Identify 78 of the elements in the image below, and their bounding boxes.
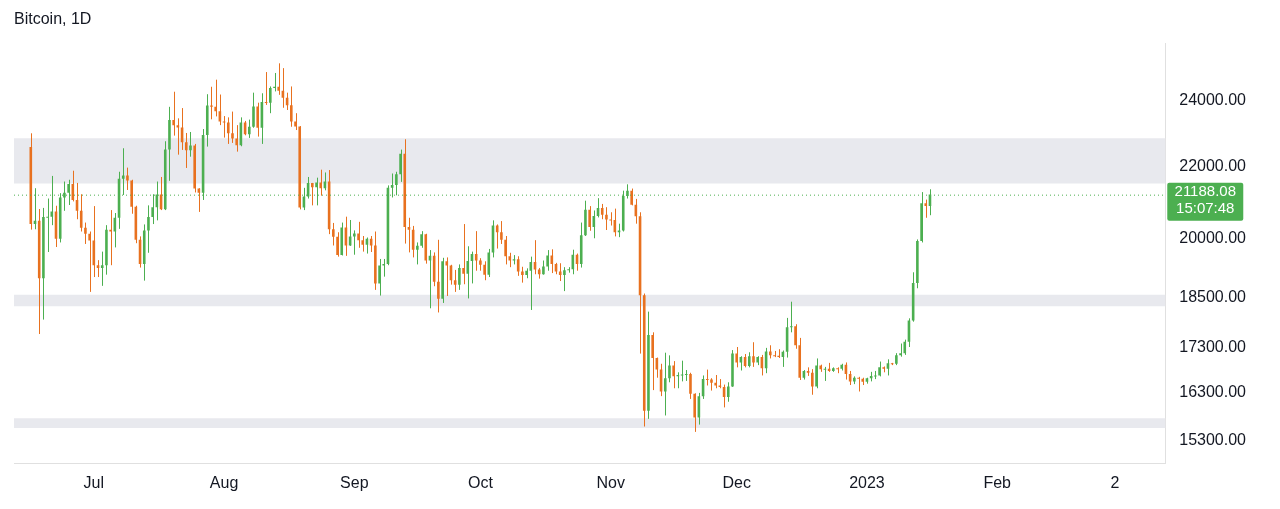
y-tick-label: 17300.00: [1179, 338, 1247, 356]
candlestick: [504, 235, 507, 265]
candlestick: [277, 62, 281, 96]
candlestick: [735, 346, 738, 368]
candlestick: [269, 85, 272, 114]
candlestick: [790, 301, 793, 333]
candlestick: [121, 147, 125, 196]
candlestick: [672, 360, 675, 389]
y-tick-label: 16300.00: [1179, 383, 1247, 401]
candlestick: [172, 91, 175, 137]
candlestick: [226, 116, 230, 145]
candlestick: [109, 209, 112, 266]
y-tick-label: 18500.00: [1179, 287, 1247, 305]
candlestick: [500, 220, 503, 245]
candlestick: [256, 102, 259, 138]
candlestick: [395, 171, 398, 196]
candlestick: [487, 248, 491, 278]
x-tick-label: Dec: [722, 473, 751, 491]
candlestick: [252, 92, 255, 129]
candlestick: [815, 357, 818, 389]
x-tick-label: Oct: [467, 473, 494, 491]
chart-title: Bitcoin, 1D: [14, 10, 92, 28]
candlestick: [416, 241, 419, 265]
candlestick: [147, 204, 150, 254]
candlestick: [437, 239, 440, 313]
candlestick: [235, 124, 238, 153]
candlestick: [458, 263, 461, 291]
candlestick: [84, 222, 87, 245]
candlestick: [453, 269, 457, 293]
candlestick: [79, 193, 83, 233]
candlestick: [466, 245, 470, 299]
candlestick: [378, 258, 381, 297]
x-tick-label: Nov: [596, 473, 625, 491]
candlestick: [563, 266, 566, 292]
candlestick: [353, 229, 356, 256]
candlestick: [290, 85, 293, 128]
candlestick: [663, 352, 667, 416]
candlestick: [588, 205, 591, 232]
candlestick: [651, 331, 654, 391]
x-tick-label: Feb: [983, 473, 1012, 491]
candlestick: [332, 222, 335, 246]
x-tick-label: Sep: [340, 473, 369, 491]
y-tick-label: 22000.00: [1179, 156, 1247, 174]
ref-line-label: 21188.08: [1174, 181, 1236, 199]
candlestick: [231, 111, 234, 144]
candlestick: [189, 131, 192, 158]
candlestick: [336, 231, 339, 258]
candlestick: [924, 199, 928, 219]
y-tick-label: 20000.00: [1179, 228, 1247, 246]
candlestick: [214, 79, 217, 117]
text: 15:07:48: [1176, 198, 1235, 216]
candlestick: [689, 372, 692, 400]
candlestick: [126, 167, 129, 191]
x-tick-label: Jul: [83, 473, 105, 491]
candlestick: [357, 221, 360, 249]
x-tick-label: 2023: [849, 473, 885, 491]
candlestick: [609, 211, 612, 227]
candlestick: [752, 341, 755, 368]
candlestick: [693, 392, 696, 433]
candlestick: [273, 72, 276, 92]
candlestick: [445, 256, 449, 297]
y-tick-label: 24000.00: [1179, 90, 1247, 108]
candlestick: [811, 368, 814, 396]
candlestick: [726, 381, 730, 403]
candlestick: [668, 354, 671, 383]
candlestick: [546, 249, 549, 272]
candlestick: [684, 369, 688, 382]
candlestick: [319, 169, 323, 197]
y-tick-label: 15300.00: [1179, 431, 1247, 449]
x-tick-label: Aug: [209, 473, 239, 491]
candlestick: [462, 223, 465, 285]
candlestick: [483, 260, 486, 281]
candlestick: [210, 86, 213, 120]
candlestick: [605, 206, 608, 231]
candlestick: [184, 132, 188, 169]
candlestick: [88, 231, 91, 293]
candlestick: [399, 149, 402, 183]
x-tick-label: 2: [1110, 473, 1120, 491]
